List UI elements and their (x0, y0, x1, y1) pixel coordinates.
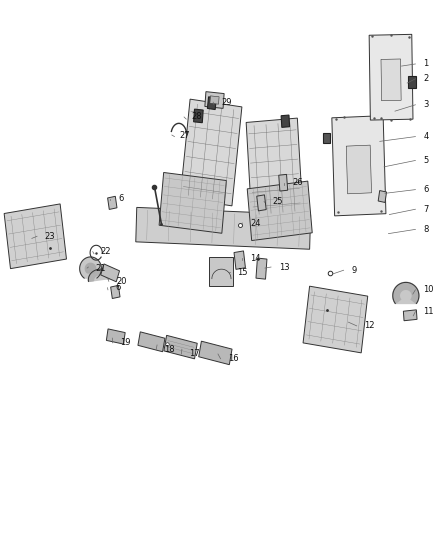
Polygon shape (88, 269, 113, 281)
Text: 7: 7 (423, 205, 429, 214)
Polygon shape (234, 251, 245, 269)
Text: 8: 8 (423, 225, 429, 234)
Polygon shape (246, 118, 303, 219)
Text: 2: 2 (423, 74, 428, 83)
Text: 3: 3 (423, 100, 429, 109)
Text: 4: 4 (423, 132, 428, 141)
Polygon shape (381, 59, 401, 101)
Text: 19: 19 (120, 338, 131, 348)
Polygon shape (194, 109, 203, 123)
Polygon shape (409, 76, 416, 88)
Polygon shape (257, 195, 266, 211)
Text: 27: 27 (180, 131, 191, 140)
Text: 12: 12 (364, 321, 375, 330)
Polygon shape (199, 341, 232, 365)
Polygon shape (138, 332, 165, 352)
Text: 22: 22 (101, 247, 111, 256)
Polygon shape (279, 174, 288, 191)
Polygon shape (208, 97, 216, 110)
Text: 18: 18 (164, 345, 175, 354)
Text: 29: 29 (221, 98, 232, 107)
Text: 17: 17 (189, 350, 200, 359)
Polygon shape (403, 310, 417, 321)
Polygon shape (106, 329, 125, 344)
Polygon shape (346, 145, 371, 194)
Polygon shape (369, 34, 413, 120)
Text: 9: 9 (351, 266, 357, 274)
Polygon shape (164, 335, 197, 359)
Polygon shape (209, 257, 233, 286)
Text: 21: 21 (95, 264, 106, 272)
Polygon shape (159, 173, 226, 233)
Polygon shape (111, 285, 120, 298)
Polygon shape (108, 196, 117, 209)
Text: 10: 10 (423, 285, 434, 294)
Polygon shape (80, 257, 102, 278)
Polygon shape (256, 258, 267, 279)
Text: 20: 20 (117, 277, 127, 286)
Text: 6: 6 (118, 194, 124, 203)
Polygon shape (332, 116, 386, 216)
Polygon shape (281, 115, 290, 127)
Text: 26: 26 (292, 178, 303, 187)
Polygon shape (247, 181, 312, 240)
Text: 6: 6 (423, 185, 429, 194)
Polygon shape (378, 191, 387, 203)
Text: 15: 15 (237, 268, 248, 277)
Text: 1: 1 (423, 60, 428, 68)
Text: 16: 16 (228, 354, 239, 364)
Polygon shape (210, 96, 219, 104)
Polygon shape (303, 286, 368, 353)
Polygon shape (393, 282, 419, 303)
Polygon shape (180, 99, 242, 206)
Polygon shape (101, 264, 120, 282)
Text: 13: 13 (279, 263, 290, 271)
Text: 6: 6 (115, 283, 121, 292)
Polygon shape (136, 207, 311, 249)
Polygon shape (88, 269, 113, 281)
Polygon shape (85, 263, 96, 273)
Text: 11: 11 (423, 307, 434, 316)
Text: 28: 28 (192, 112, 202, 122)
Polygon shape (205, 92, 224, 108)
Polygon shape (4, 204, 67, 269)
Polygon shape (393, 282, 419, 303)
Text: 24: 24 (250, 219, 261, 228)
Text: 23: 23 (45, 232, 56, 241)
Text: 25: 25 (272, 197, 283, 206)
Polygon shape (323, 133, 330, 143)
Text: 14: 14 (250, 254, 261, 263)
Text: 5: 5 (423, 156, 428, 165)
